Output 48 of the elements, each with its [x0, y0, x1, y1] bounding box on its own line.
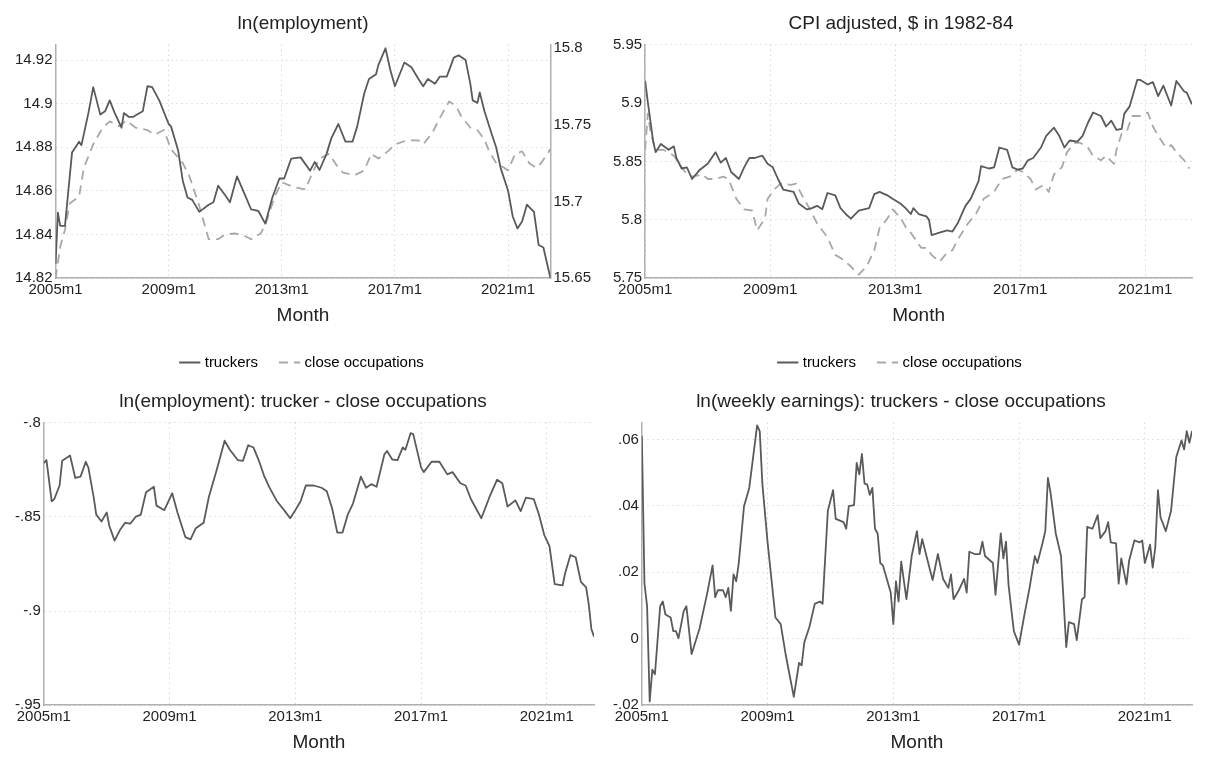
- y-tick-label: 14.92: [14, 50, 53, 68]
- x-tick-label: 2021m1: [480, 280, 536, 298]
- y-tick-label: .04: [617, 496, 639, 513]
- y-tick-label: 5.8: [621, 209, 643, 227]
- x-tick-label: 2013m1: [268, 707, 323, 725]
- x-tick-label: 2009m1: [141, 280, 196, 298]
- x-tick-label: 2009m1: [740, 707, 795, 725]
- chart-title: CPI adjusted, $ in 1982-84: [788, 11, 1014, 33]
- x-tick-label: 2017m1: [393, 707, 449, 725]
- x-tick-label: 2013m1: [254, 280, 309, 298]
- x-tick-label: 2021m1: [519, 707, 574, 725]
- legend-label: close occupations: [304, 352, 424, 370]
- x-tick-label: 2017m1: [367, 280, 423, 298]
- y-tick-label: -.85: [14, 507, 41, 525]
- x-tick-label: 2017m1: [993, 280, 1048, 298]
- x-axis-title: Month: [292, 730, 346, 752]
- x-tick-label: 2021m1: [1118, 280, 1173, 298]
- legend-label: close occupations: [902, 352, 1022, 370]
- y-tick-label: .02: [617, 562, 639, 580]
- x-tick-label: 2017m1: [991, 707, 1047, 725]
- legend-label: truckers: [204, 352, 259, 370]
- y-tick-label: 5.85: [612, 151, 643, 169]
- x-tick-label: 2009m1: [743, 280, 798, 298]
- y-tick-label: 14.86: [14, 181, 53, 199]
- chart-title: ln(employment): trucker - close occupations: [119, 389, 487, 411]
- legend-label: truckers: [802, 352, 857, 370]
- y-tick-label: 5.95: [612, 34, 643, 52]
- x-tick-label: 2013m1: [868, 280, 923, 298]
- y-tick-label: 14.84: [14, 224, 53, 242]
- y-tick-label: 5.9: [621, 93, 643, 111]
- y-tick-label: .06: [617, 429, 639, 447]
- y2-tick-label: 15.75: [553, 114, 592, 132]
- x-axis-title: Month: [890, 730, 944, 752]
- chart-title: ln(employment): [237, 11, 369, 33]
- y-tick-label: 14.9: [23, 93, 53, 111]
- x-tick-label: 2013m1: [866, 707, 921, 725]
- y2-tick-label: 15.65: [553, 268, 592, 286]
- chart-title: ln(weekly earnings): truckers - close occupations: [696, 389, 1106, 411]
- y2-tick-label: 15.8: [553, 38, 583, 56]
- y2-tick-label: 15.7: [553, 191, 583, 209]
- y-tick-label: 14.88: [14, 137, 53, 155]
- x-tick-label: 2009m1: [142, 707, 197, 725]
- x-tick-label: 2021m1: [1117, 707, 1172, 725]
- y-tick-label: -.9: [23, 601, 41, 619]
- y-tick-label: -.8: [23, 412, 41, 430]
- x-axis-title: Month: [892, 303, 945, 325]
- y-tick-label: 0: [630, 628, 639, 646]
- x-axis-title: Month: [276, 303, 330, 325]
